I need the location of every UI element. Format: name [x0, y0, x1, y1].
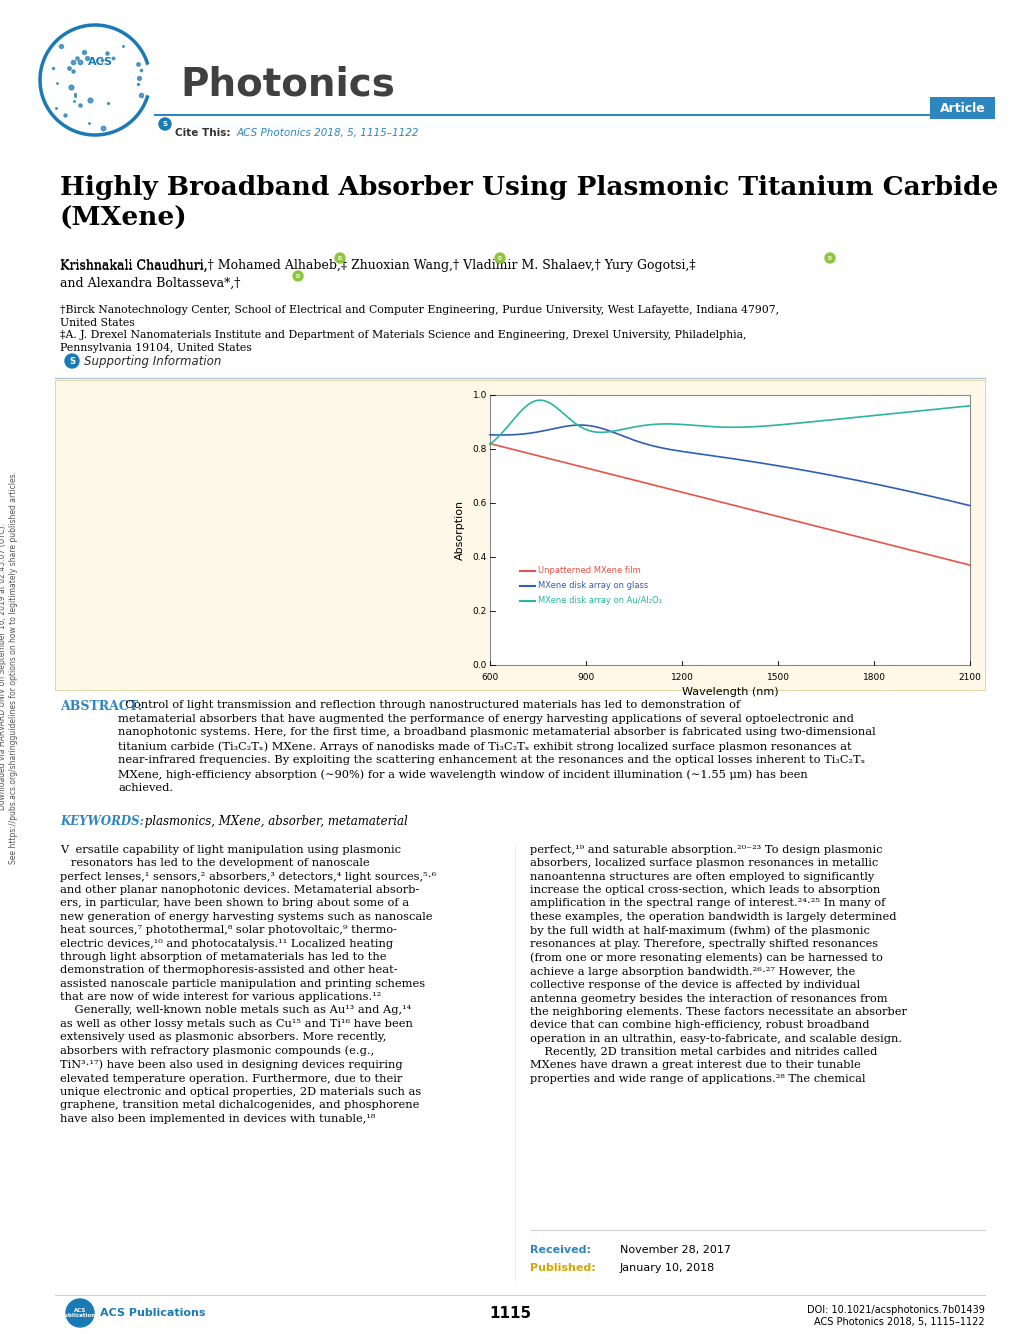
Text: MXene disk array on glass: MXene disk array on glass — [537, 582, 648, 590]
Text: KEYWORDS:: KEYWORDS: — [60, 815, 144, 828]
Text: ACS Photonics 2018, 5, 1115–1122: ACS Photonics 2018, 5, 1115–1122 — [236, 128, 419, 137]
Text: 0.2: 0.2 — [472, 607, 486, 615]
Circle shape — [159, 117, 171, 129]
Text: ABSTRACT:: ABSTRACT: — [60, 700, 142, 712]
Text: ACS Photonics 2018, 5, 1115–1122: ACS Photonics 2018, 5, 1115–1122 — [813, 1317, 984, 1327]
FancyBboxPatch shape — [929, 97, 994, 119]
FancyBboxPatch shape — [55, 380, 984, 690]
Text: D: D — [497, 256, 501, 260]
Text: Unpatterned MXene film: Unpatterned MXene film — [537, 566, 640, 575]
Text: 900: 900 — [577, 672, 594, 682]
Text: November 28, 2017: November 28, 2017 — [620, 1245, 731, 1255]
Circle shape — [66, 1299, 94, 1327]
Text: Published:: Published: — [530, 1263, 595, 1273]
Text: 1115: 1115 — [488, 1306, 531, 1321]
Text: Krishnakali Chaudhuri,: Krishnakali Chaudhuri, — [60, 260, 208, 273]
Text: 1500: 1500 — [765, 672, 789, 682]
Text: D: D — [827, 256, 832, 260]
Text: S: S — [69, 356, 75, 366]
Circle shape — [292, 271, 303, 281]
Text: Received:: Received: — [530, 1245, 590, 1255]
Text: †Birck Nanotechnology Center, School of Electrical and Computer Engineering, Pur: †Birck Nanotechnology Center, School of … — [60, 305, 779, 328]
Text: Photonics: Photonics — [179, 65, 394, 104]
Text: 1800: 1800 — [862, 672, 884, 682]
Text: Wavelength (nm): Wavelength (nm) — [681, 687, 777, 696]
Text: ACS
Publications: ACS Publications — [61, 1307, 99, 1318]
Text: Downloaded via HARVARD UNIV on September 16, 2019 at 02:45:07 (UTC).
See https:/: Downloaded via HARVARD UNIV on September… — [0, 471, 18, 863]
Text: DOI: 10.1021/acsphotonics.7b01439: DOI: 10.1021/acsphotonics.7b01439 — [806, 1305, 984, 1315]
Circle shape — [334, 253, 344, 263]
Text: V  ersatile capability of light manipulation using plasmonic
   resonators has l: V ersatile capability of light manipulat… — [60, 844, 436, 1123]
Circle shape — [824, 253, 835, 263]
Text: 2100: 2100 — [958, 672, 980, 682]
FancyBboxPatch shape — [489, 395, 969, 666]
Text: Supporting Information: Supporting Information — [84, 355, 221, 367]
Text: ‡A. J. Drexel Nanomaterials Institute and Department of Materials Science and En: ‡A. J. Drexel Nanomaterials Institute an… — [60, 329, 746, 354]
Text: Article: Article — [940, 101, 985, 115]
Text: Krishnakali Chaudhuri,† Mohamed Alhabeb,‡ Zhuoxian Wang,† Vladimir M. Shalaev,† : Krishnakali Chaudhuri,† Mohamed Alhabeb,… — [60, 259, 695, 272]
Text: ACS: ACS — [88, 57, 112, 67]
Text: 0.0: 0.0 — [472, 660, 486, 670]
Text: Cite This:: Cite This: — [175, 128, 234, 137]
Circle shape — [494, 253, 504, 263]
Text: D: D — [337, 256, 341, 260]
Text: MXene disk array on Au/Al₂O₃: MXene disk array on Au/Al₂O₃ — [537, 596, 661, 606]
Text: and Alexandra Boltasseva*,†: and Alexandra Boltasseva*,† — [60, 277, 240, 289]
Text: 1.0: 1.0 — [472, 391, 486, 399]
Text: plasmonics, MXene, absorber, metamaterial: plasmonics, MXene, absorber, metamateria… — [141, 815, 408, 828]
Text: perfect,¹⁹ and saturable absorption.²⁰⁻²³ To design plasmonic
absorbers, localiz: perfect,¹⁹ and saturable absorption.²⁰⁻²… — [530, 844, 906, 1083]
Text: D: D — [296, 273, 300, 279]
Text: 1200: 1200 — [669, 672, 693, 682]
Text: Control of light transmission and reflection through nanostructured materials ha: Control of light transmission and reflec… — [118, 700, 874, 794]
Text: 0.4: 0.4 — [472, 552, 486, 562]
Text: ACS Publications: ACS Publications — [100, 1309, 205, 1318]
Text: 600: 600 — [481, 672, 498, 682]
Text: 0.6: 0.6 — [472, 499, 486, 507]
Text: Absorption: Absorption — [454, 500, 465, 560]
Text: Highly Broadband Absorber Using Plasmonic Titanium Carbide
(MXene): Highly Broadband Absorber Using Plasmoni… — [60, 175, 998, 231]
Text: S: S — [162, 121, 167, 127]
Text: January 10, 2018: January 10, 2018 — [620, 1263, 714, 1273]
Circle shape — [65, 354, 78, 368]
Text: 0.8: 0.8 — [472, 444, 486, 454]
